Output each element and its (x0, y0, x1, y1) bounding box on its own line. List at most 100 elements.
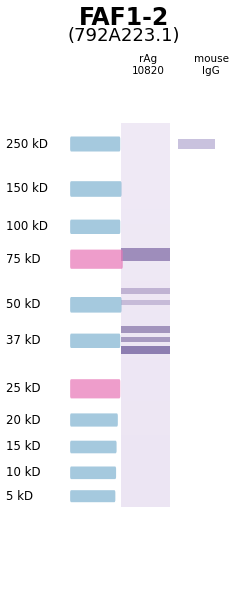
Bar (121, 363, 170, 368)
Bar (121, 445, 170, 449)
Bar (121, 277, 170, 281)
Bar (121, 377, 170, 382)
Bar (121, 397, 170, 401)
Bar (121, 478, 170, 483)
Bar (121, 262, 170, 267)
Bar (121, 224, 170, 229)
Bar (121, 344, 170, 349)
Bar (121, 200, 170, 205)
Bar (121, 325, 170, 329)
Bar (121, 248, 170, 261)
Bar (121, 123, 170, 128)
Bar (121, 502, 170, 507)
Bar (121, 334, 170, 339)
Bar (121, 464, 170, 469)
FancyBboxPatch shape (70, 440, 117, 454)
Bar (121, 171, 170, 176)
Bar (121, 349, 170, 353)
Bar (121, 305, 170, 310)
Bar (121, 281, 170, 286)
Bar (178, 139, 215, 149)
Bar (121, 166, 170, 171)
Bar (121, 267, 170, 272)
Text: 150 kD: 150 kD (6, 182, 48, 196)
Bar (121, 257, 170, 262)
Bar (121, 190, 170, 195)
Bar (121, 416, 170, 421)
Bar (121, 401, 170, 406)
Text: 250 kD: 250 kD (6, 137, 48, 151)
Bar (121, 337, 170, 342)
Text: (792A223.1): (792A223.1) (67, 27, 180, 45)
Bar (121, 219, 170, 224)
Bar (121, 459, 170, 464)
Bar (121, 157, 170, 161)
Bar (121, 214, 170, 219)
Bar (121, 326, 170, 333)
Bar (121, 358, 170, 363)
FancyBboxPatch shape (70, 220, 120, 234)
FancyBboxPatch shape (70, 490, 115, 502)
Bar (121, 382, 170, 387)
Bar (121, 161, 170, 166)
Text: 5 kD: 5 kD (6, 490, 33, 503)
Bar (121, 185, 170, 190)
Bar (121, 209, 170, 214)
Bar (121, 406, 170, 411)
Text: 75 kD: 75 kD (6, 253, 41, 266)
Bar (121, 272, 170, 277)
Bar (121, 493, 170, 497)
Bar (121, 133, 170, 137)
Bar (121, 440, 170, 445)
Bar (121, 435, 170, 440)
FancyBboxPatch shape (70, 250, 123, 269)
Bar (121, 310, 170, 315)
Bar (121, 454, 170, 459)
FancyBboxPatch shape (70, 181, 122, 197)
Bar (121, 449, 170, 454)
Bar (121, 346, 170, 354)
Bar (121, 315, 170, 320)
Bar (121, 469, 170, 473)
Bar (121, 253, 170, 257)
Text: 50 kD: 50 kD (6, 298, 41, 311)
Bar (121, 373, 170, 377)
FancyBboxPatch shape (70, 379, 120, 398)
Bar (121, 320, 170, 325)
Bar (121, 142, 170, 147)
Bar (121, 430, 170, 435)
Bar (121, 301, 170, 305)
Text: 100 kD: 100 kD (6, 220, 48, 233)
Bar (121, 291, 170, 296)
Text: 25 kD: 25 kD (6, 382, 41, 395)
Bar (121, 411, 170, 416)
Bar (121, 233, 170, 238)
FancyBboxPatch shape (70, 297, 122, 313)
Bar (121, 229, 170, 233)
Bar (121, 368, 170, 373)
Bar (121, 329, 170, 334)
Bar (121, 387, 170, 392)
Text: 20 kD: 20 kD (6, 413, 41, 427)
Bar (121, 288, 170, 294)
Text: 10 kD: 10 kD (6, 466, 41, 479)
Bar (121, 286, 170, 291)
Bar (121, 497, 170, 502)
Bar (121, 147, 170, 152)
Bar (121, 181, 170, 185)
Bar (121, 176, 170, 181)
Bar (121, 392, 170, 397)
Text: FAF1-2: FAF1-2 (78, 6, 169, 30)
FancyBboxPatch shape (70, 334, 120, 348)
Bar (121, 128, 170, 133)
Bar (121, 488, 170, 493)
Bar (121, 421, 170, 425)
Bar (121, 195, 170, 200)
FancyBboxPatch shape (70, 413, 118, 427)
Bar (121, 353, 170, 358)
FancyBboxPatch shape (70, 136, 120, 151)
Text: 37 kD: 37 kD (6, 334, 41, 347)
Bar (121, 483, 170, 488)
Bar (121, 137, 170, 142)
Bar (121, 296, 170, 301)
